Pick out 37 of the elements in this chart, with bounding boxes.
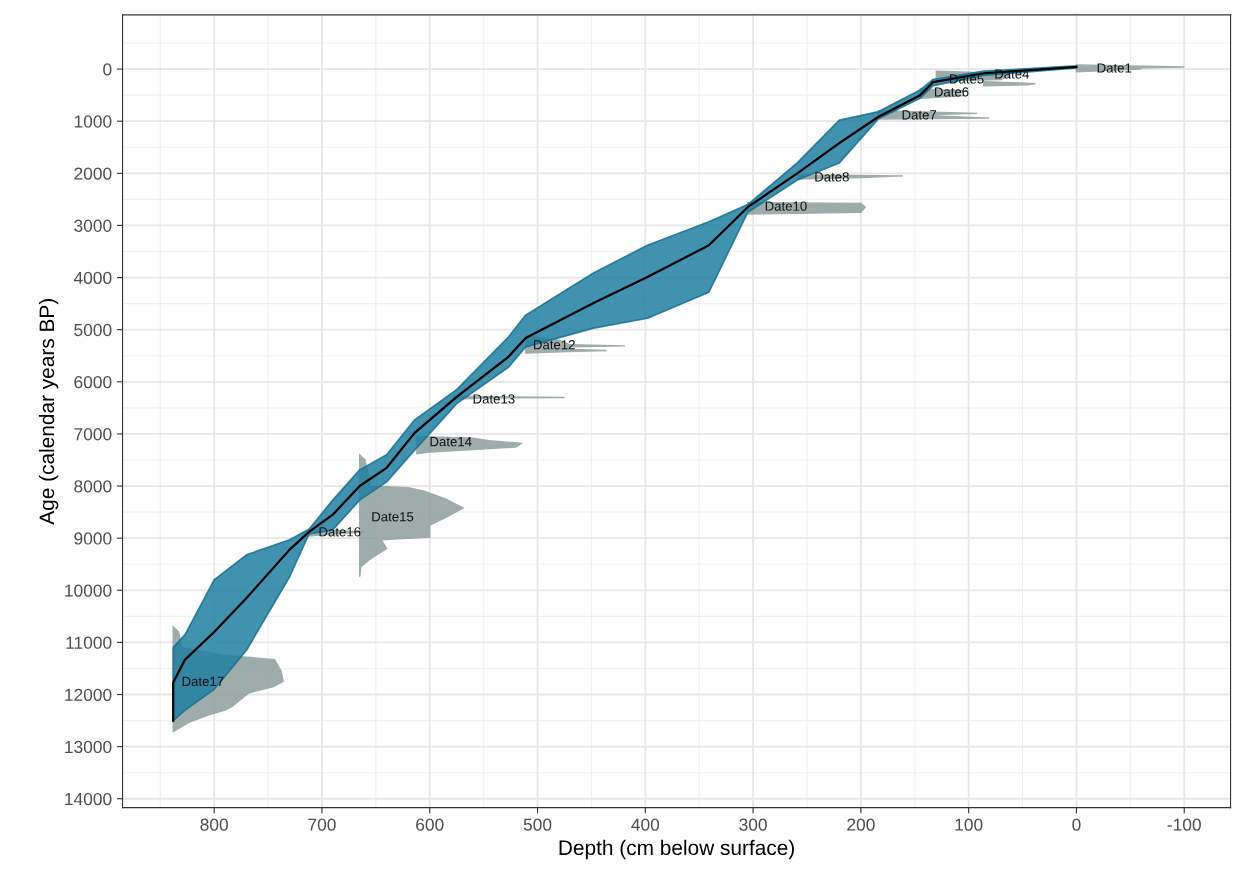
- x-tick-label: 0: [1072, 818, 1081, 831]
- x-tick-label: 700: [308, 818, 336, 831]
- x-tick-label: 500: [523, 818, 552, 831]
- y-tick-label: 14000: [65, 792, 112, 806]
- annotation: Date12: [534, 340, 575, 350]
- y-tick-label: 11000: [66, 636, 112, 649]
- x-tick-label: 200: [847, 818, 875, 831]
- annotation: Date6: [934, 87, 969, 97]
- y-tick-label: 13000: [65, 740, 112, 754]
- annotation: Date7: [902, 110, 937, 120]
- annotation: Date10: [765, 201, 807, 211]
- y-tick-label: 4000: [73, 271, 112, 285]
- annotation: Date13: [473, 394, 515, 404]
- y-tick-label: 2000: [74, 167, 112, 180]
- y-axis-title: Age (calendar years BP): [38, 299, 59, 525]
- y-tick-label: 1000: [74, 115, 112, 128]
- x-axis-title: Depth (cm below surface): [559, 839, 794, 860]
- annotation: Date14: [430, 437, 472, 447]
- y-tick-label: 12000: [65, 688, 112, 701]
- y-tick-label: 7000: [74, 428, 112, 441]
- annotation: Date15: [372, 512, 414, 522]
- x-tick-label: 600: [416, 818, 444, 831]
- y-tick-label: 8000: [74, 480, 112, 493]
- annotation: Date1: [1097, 63, 1132, 73]
- y-tick-label: 6000: [74, 375, 112, 389]
- x-tick-label: 100: [955, 818, 983, 831]
- y-tick-label: 5000: [74, 323, 112, 337]
- y-tick-label: 0: [103, 63, 112, 76]
- x-tick-label: 400: [631, 818, 660, 831]
- y-tick-label: 9000: [74, 532, 112, 545]
- x-tick-label: 300: [739, 818, 767, 831]
- x-tick-label: -100: [1167, 818, 1201, 831]
- annotation: Date4: [995, 69, 1030, 79]
- y-tick-label: 3000: [74, 219, 112, 232]
- x-tick-label: 800: [200, 818, 228, 831]
- y-tick-label: 10000: [65, 584, 112, 597]
- annotation: Date17: [182, 676, 224, 687]
